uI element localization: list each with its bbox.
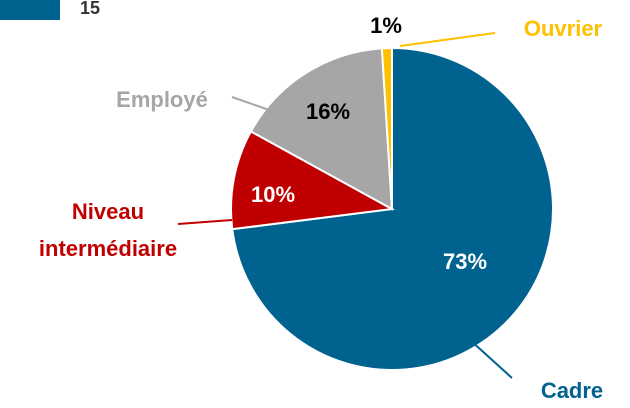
pie-slice — [249, 47, 394, 211]
value-label: 10% — [251, 182, 295, 207]
category-label: Niveau intermédiaire — [39, 199, 177, 261]
category-label: Employé — [116, 87, 208, 112]
category-label: Cadre — [541, 378, 603, 403]
leader-line — [177, 219, 233, 225]
pie-slice — [380, 46, 393, 210]
leader-line — [231, 96, 273, 112]
badge-text: 15 — [80, 0, 100, 18]
value-label: 73% — [443, 249, 487, 274]
value-label: 1% — [370, 13, 402, 38]
pie-slice — [230, 130, 396, 231]
leader-line — [469, 339, 513, 379]
value-label: 16% — [306, 99, 350, 124]
leader-line — [399, 32, 496, 47]
badge-box — [0, 0, 60, 20]
category-label: Ouvrier — [524, 16, 603, 41]
